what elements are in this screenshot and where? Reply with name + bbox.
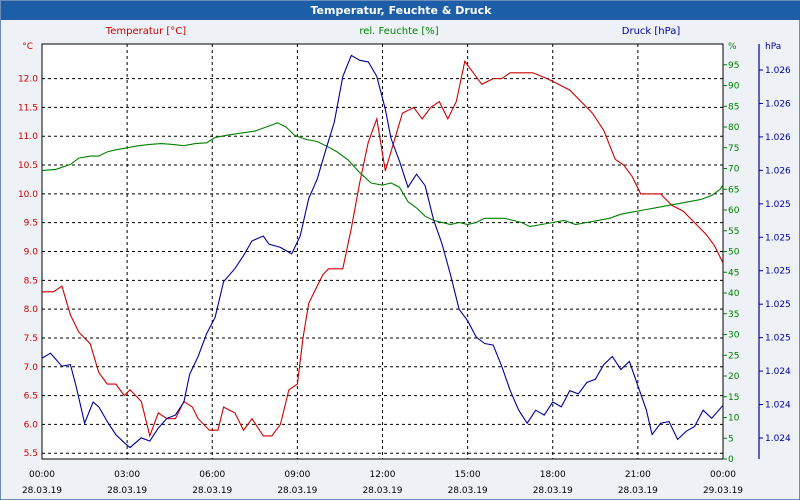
humidity-series-line — [41, 122, 724, 228]
humidity-tick-label: 30 — [728, 331, 740, 341]
temperature-axis-title: Temperatur [°C] — [105, 26, 186, 37]
humidity-tick-label: 65 — [728, 185, 739, 195]
pressure-tick-label: 1.025 — [765, 233, 791, 243]
temperature-tick-label: 11.0 — [18, 132, 38, 142]
pressure-tick-label: 1.026 — [765, 99, 791, 109]
x-tick-date: 28.03.19 — [362, 486, 402, 496]
temperature-tick-label: 11.5 — [18, 103, 38, 113]
x-tick-time: 09:00 — [284, 470, 310, 480]
temperature-series-line — [42, 59, 724, 438]
pressure-tick-label: 1.026 — [765, 66, 791, 76]
humidity-tick-label: 20 — [728, 372, 740, 382]
humidity-tick-label: 25 — [728, 351, 739, 361]
humidity-tick-label: 40 — [728, 289, 740, 299]
x-tick-time: 21:00 — [625, 470, 651, 480]
temperature-tick-label: 8.0 — [24, 305, 39, 315]
pressure-tick-label: 1.026 — [765, 133, 791, 143]
temperature-tick-label: 5.5 — [24, 449, 38, 459]
humidity-unit-label: % — [728, 42, 737, 52]
x-tick-date: 29.03.19 — [703, 486, 743, 496]
humidity-tick-label: 85 — [728, 102, 739, 112]
x-tick-date: 28.03.19 — [192, 486, 232, 496]
humidity-tick-label: 90 — [728, 82, 740, 92]
temperature-tick-label: 6.5 — [24, 392, 38, 402]
humidity-axis-title: rel. Feuchte [%] — [359, 26, 438, 37]
temperature-tick-label: 9.0 — [24, 248, 39, 258]
humidity-tick-label: 0 — [728, 455, 734, 465]
humidity-tick-label: 45 — [728, 268, 739, 278]
pressure-axis-title: Druck [hPa] — [622, 26, 681, 37]
humidity-tick-label: 80 — [728, 123, 740, 133]
x-tick-date: 28.03.19 — [448, 486, 488, 496]
x-tick-time: 06:00 — [199, 470, 225, 480]
temperature-tick-label: 12.0 — [18, 75, 38, 85]
humidity-tick-label: 5 — [728, 434, 734, 444]
humidity-tick-label: 35 — [728, 310, 739, 320]
pressure-tick-label: 1.026 — [765, 166, 791, 176]
x-tick-time: 12:00 — [370, 470, 396, 480]
pressure-tick-label: 1.025 — [765, 267, 791, 277]
x-tick-time: 15:00 — [455, 470, 481, 480]
humidity-tick-label: 95 — [728, 61, 739, 71]
humidity-tick-label: 55 — [728, 227, 739, 237]
humidity-tick-label: 50 — [728, 248, 740, 258]
x-tick-date: 28.03.19 — [533, 486, 573, 496]
pressure-tick-label: 1.025 — [765, 200, 791, 210]
pressure-unit-label: hPa — [765, 42, 781, 52]
x-tick-time: 03:00 — [114, 470, 140, 480]
temperature-tick-label: 7.5 — [24, 334, 38, 344]
temperature-tick-label: 8.5 — [24, 276, 38, 286]
window-title: Temperatur, Feuchte & Druck — [1, 1, 800, 20]
humidity-tick-label: 75 — [728, 144, 739, 154]
humidity-tick-label: 60 — [728, 206, 740, 216]
humidity-tick-label: 70 — [728, 165, 740, 175]
x-tick-date: 28.03.19 — [107, 486, 147, 496]
pressure-tick-label: 1.024 — [765, 401, 791, 411]
temperature-tick-label: 6.0 — [24, 420, 39, 430]
pressure-tick-label: 1.024 — [765, 367, 791, 377]
pressure-tick-label: 1.025 — [765, 300, 791, 310]
humidity-tick-label: 15 — [728, 393, 739, 403]
pressure-series-line — [41, 54, 724, 449]
x-tick-date: 28.03.19 — [277, 486, 317, 496]
plot-area — [41, 43, 724, 460]
temperature-tick-label: 7.0 — [24, 363, 39, 373]
humidity-tick-label: 10 — [728, 414, 740, 424]
temperature-tick-label: 10.5 — [18, 161, 38, 171]
x-tick-date: 28.03.19 — [618, 486, 658, 496]
pressure-tick-label: 1.025 — [765, 334, 791, 344]
x-tick-date: 28.03.19 — [22, 486, 62, 496]
temperature-unit-label: °C — [22, 42, 33, 52]
temperature-tick-label: 10.0 — [18, 190, 38, 200]
x-tick-time: 00:00 — [29, 470, 55, 480]
x-tick-time: 18:00 — [540, 470, 566, 480]
x-tick-time: 00:00 — [710, 470, 736, 480]
temperature-tick-label: 9.5 — [24, 219, 38, 229]
pressure-tick-label: 1.024 — [765, 434, 791, 444]
